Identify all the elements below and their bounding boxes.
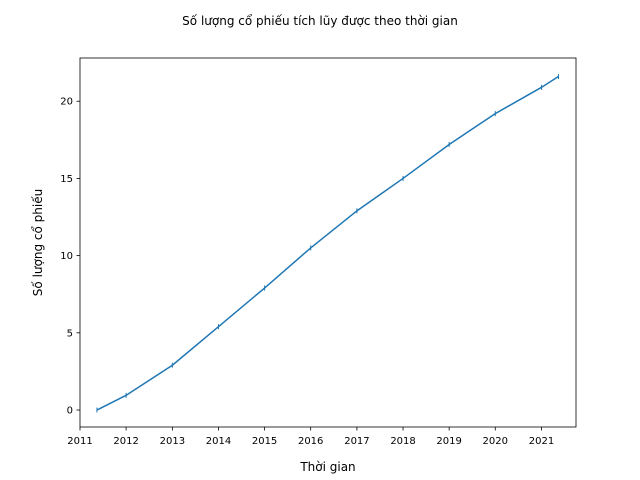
x-tick-label: 2016 — [298, 436, 323, 447]
x-tick-label: 2011 — [67, 436, 92, 447]
plot-frame — [79, 57, 577, 428]
y-tick-label: 0 — [67, 406, 73, 417]
x-tick-label: 2012 — [113, 436, 138, 447]
y-tick-label: 5 — [67, 328, 73, 339]
chart-title: Số lượng cổ phiếu tích lũy được theo thờ… — [182, 14, 458, 28]
y-axis: 0 5 10 15 20 — [60, 97, 80, 417]
x-tick-label: 2017 — [344, 436, 369, 447]
x-tick-label: 2021 — [529, 436, 554, 447]
plot-area — [96, 74, 559, 413]
x-tick-label: 2015 — [252, 436, 277, 447]
y-tick-label: 10 — [60, 251, 73, 262]
x-tick-label: 2014 — [206, 436, 231, 447]
y-axis-label: Số lượng cổ phiếu — [31, 189, 45, 296]
x-tick-label: 2020 — [483, 436, 508, 447]
x-tick-label: 2013 — [160, 436, 185, 447]
x-axis-label: Thời gian — [299, 460, 355, 474]
x-tick-label: 2018 — [390, 436, 415, 447]
y-tick-label: 20 — [60, 97, 73, 108]
x-axis: 2011 2012 2013 2014 2015 2016 2017 2018 2019 2020… — [67, 427, 554, 447]
x-tick-label: 2019 — [436, 436, 461, 447]
series-line — [96, 75, 559, 411]
y-tick-label: 15 — [60, 174, 73, 185]
